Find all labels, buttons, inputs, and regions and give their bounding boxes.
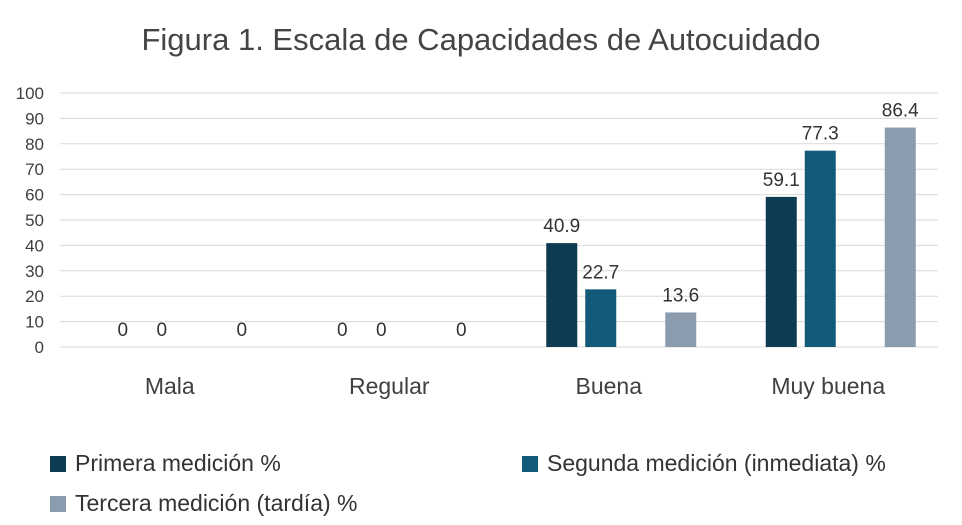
- y-tick-label: 40: [25, 236, 44, 255]
- data-label: 22.7: [582, 262, 619, 283]
- x-tick-label: Muy buena: [771, 373, 885, 399]
- y-tick-label: 80: [25, 135, 44, 154]
- legend-item-segunda: Segunda medición (inmediata) %: [522, 450, 886, 477]
- legend-label-tercera: Tercera medición (tardía) %: [75, 490, 358, 516]
- bar: [665, 312, 697, 347]
- legend-swatch-tercera: [50, 495, 66, 512]
- bar: [884, 127, 916, 347]
- legend-label-primera: Primera medición %: [75, 450, 281, 476]
- y-tick-label: 20: [25, 287, 44, 306]
- y-tick-label: 0: [35, 338, 44, 357]
- data-label: 13.6: [662, 285, 699, 306]
- data-label: 77.3: [802, 124, 839, 145]
- y-tick-label: 50: [25, 211, 44, 230]
- data-label: 0: [376, 320, 387, 341]
- legend-swatch-segunda: [522, 455, 538, 472]
- bar: [804, 150, 836, 347]
- y-tick-label: 30: [25, 262, 44, 281]
- data-label: 0: [456, 320, 467, 341]
- legend-swatch-primera: [50, 455, 66, 472]
- data-label: 59.1: [763, 170, 800, 191]
- data-label: 0: [337, 320, 348, 341]
- bar: [585, 289, 617, 347]
- legend-label-segunda: Segunda medición (inmediata) %: [547, 450, 886, 476]
- legend-item-tercera: Tercera medición (tardía) %: [50, 490, 358, 517]
- data-label: 0: [156, 320, 167, 341]
- data-label: 40.9: [543, 216, 580, 237]
- x-tick-label: Buena: [575, 373, 642, 399]
- y-tick-label: 60: [25, 186, 44, 205]
- y-tick-label: 100: [16, 84, 44, 103]
- y-tick-label: 70: [25, 160, 44, 179]
- data-label: 0: [236, 320, 247, 341]
- y-tick-label: 90: [25, 109, 44, 128]
- data-label: 86.4: [882, 101, 919, 122]
- x-tick-label: Regular: [349, 373, 430, 399]
- x-tick-label: Mala: [145, 373, 195, 399]
- y-tick-label: 10: [25, 313, 44, 332]
- chart-title: Figura 1. Escala de Capacidades de Autoc…: [141, 22, 821, 57]
- bar: [546, 243, 578, 347]
- bar: [765, 196, 797, 347]
- legend-item-primera: Primera medición %: [50, 450, 281, 477]
- data-label: 0: [117, 320, 128, 341]
